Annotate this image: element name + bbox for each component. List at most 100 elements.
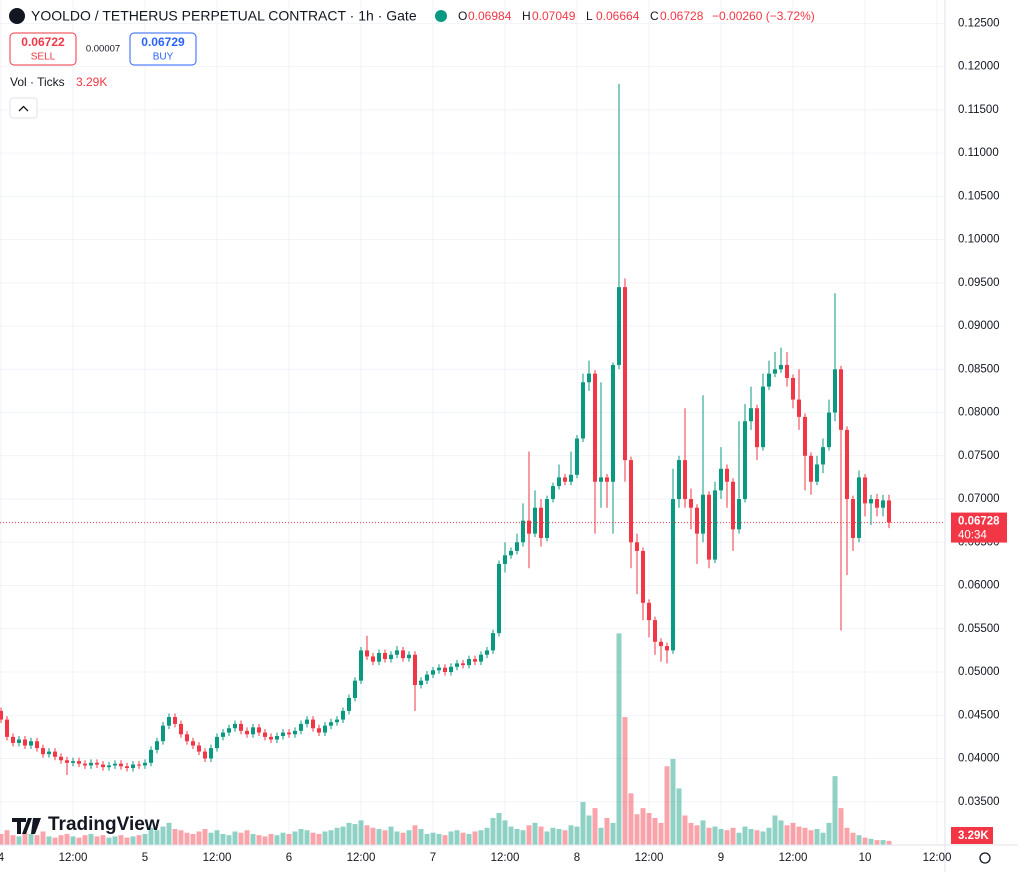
candle-body: [785, 364, 789, 378]
volume-bar: [724, 830, 730, 845]
volume-bar: [256, 835, 262, 845]
volume-bar: [406, 830, 412, 845]
volume-bar: [874, 840, 880, 845]
candle-body: [857, 477, 861, 538]
ohlc-value: 0.07049: [532, 9, 576, 23]
volume-bar: [844, 827, 850, 845]
candle-body: [557, 477, 561, 487]
collapse-icon: [18, 105, 29, 112]
volume-bar: [178, 830, 184, 845]
candle-body: [491, 633, 495, 651]
candle-body: [497, 563, 501, 634]
volume-bar: [424, 833, 430, 845]
volume-bar: [334, 827, 340, 845]
candle-body: [815, 464, 819, 482]
collapse-button[interactable]: [9, 97, 38, 119]
volume-bar: [22, 832, 28, 845]
candle-body: [17, 739, 21, 743]
candle-body: [431, 670, 435, 675]
x-tick-label: 12:00: [59, 852, 88, 864]
volume-bar: [10, 835, 16, 845]
candle-body: [191, 741, 195, 746]
volume-bar: [682, 815, 688, 845]
volume-bar: [64, 833, 70, 845]
candle-body: [353, 680, 357, 698]
candle-body: [263, 732, 267, 737]
volume-bar: [604, 817, 610, 845]
volume-bar: [58, 835, 64, 845]
volume-bar: [868, 838, 874, 845]
volume-bar: [370, 827, 376, 845]
candle-body: [317, 728, 321, 733]
candle-body: [113, 763, 117, 766]
volume-bar: [28, 833, 34, 845]
candle-body: [179, 723, 183, 735]
volume-bar: [532, 822, 538, 845]
candle-body: [869, 499, 873, 504]
candle-body: [371, 656, 375, 662]
y-tick-label: 0.12000: [958, 61, 1000, 73]
candle-body: [809, 455, 813, 482]
candle-body: [773, 369, 777, 374]
volume-bar: [826, 822, 832, 845]
volume-bar: [436, 833, 442, 845]
volume-bar: [376, 829, 382, 845]
volume-bar: [490, 817, 496, 845]
volume-bar: [88, 833, 94, 845]
volume-bar: [328, 830, 334, 845]
settings-button[interactable]: [979, 852, 991, 864]
candle-body: [827, 412, 831, 448]
volume-bar: [130, 836, 136, 845]
candle-body: [323, 725, 327, 733]
buy-button[interactable]: [129, 32, 197, 66]
volume-bar: [286, 833, 292, 845]
volume-bar: [70, 836, 76, 845]
volume-value: 3.29K: [76, 75, 107, 89]
volume-bar: [520, 830, 526, 845]
volume-bar: [736, 832, 742, 845]
candle-body: [575, 438, 579, 475]
volume-bar: [322, 831, 328, 845]
x-tick-label: 8: [574, 852, 580, 864]
volume-bar: [466, 833, 472, 845]
volume-bar: [718, 829, 724, 845]
axes: 0.03500 0.04000 0.04500 0.05000 0.05500 0.060…: [0, 17, 1007, 864]
ohlc-value: 0.06728: [660, 9, 704, 23]
last-price-label: 0.06728: [958, 516, 1000, 528]
volume-bar: [0, 833, 4, 845]
candle-body: [707, 494, 711, 560]
candle-body: [461, 663, 465, 666]
volume-bar: [100, 835, 106, 845]
volume-bar: [676, 788, 682, 845]
volume-bar: [142, 833, 148, 845]
y-tick-label: 0.09500: [958, 277, 1000, 289]
volume-bar: [592, 808, 598, 845]
y-tick-label: 0.05500: [958, 623, 1000, 635]
candle-body: [797, 399, 801, 417]
candle-body: [29, 741, 33, 746]
sell-button[interactable]: [9, 32, 77, 66]
volume-bar: [628, 793, 634, 845]
last-price-badge: [951, 512, 1007, 543]
y-tick-label: 0.08500: [958, 363, 1000, 375]
candle-body: [887, 500, 891, 523]
volume-bar: [766, 827, 772, 845]
candle-layer: [0, 83, 891, 775]
y-tick-label: 0.07500: [958, 450, 1000, 462]
volume-bar: [430, 832, 436, 845]
volume-bar: [274, 835, 280, 845]
candle-body: [407, 654, 411, 659]
volume-bar: [226, 835, 232, 845]
candle-body: [551, 486, 555, 500]
candle-body: [791, 377, 795, 400]
volume-layer: [0, 633, 892, 845]
candle-body: [347, 697, 351, 711]
candle-body: [689, 499, 693, 508]
volume-bar: [292, 831, 298, 845]
candle-body: [719, 468, 723, 491]
volume-bar: [148, 827, 154, 845]
volume-bar: [190, 833, 196, 845]
volume-bar: [670, 758, 676, 845]
y-tick-label: 0.05000: [958, 666, 1000, 678]
watermark-text: TradingView: [48, 814, 160, 835]
